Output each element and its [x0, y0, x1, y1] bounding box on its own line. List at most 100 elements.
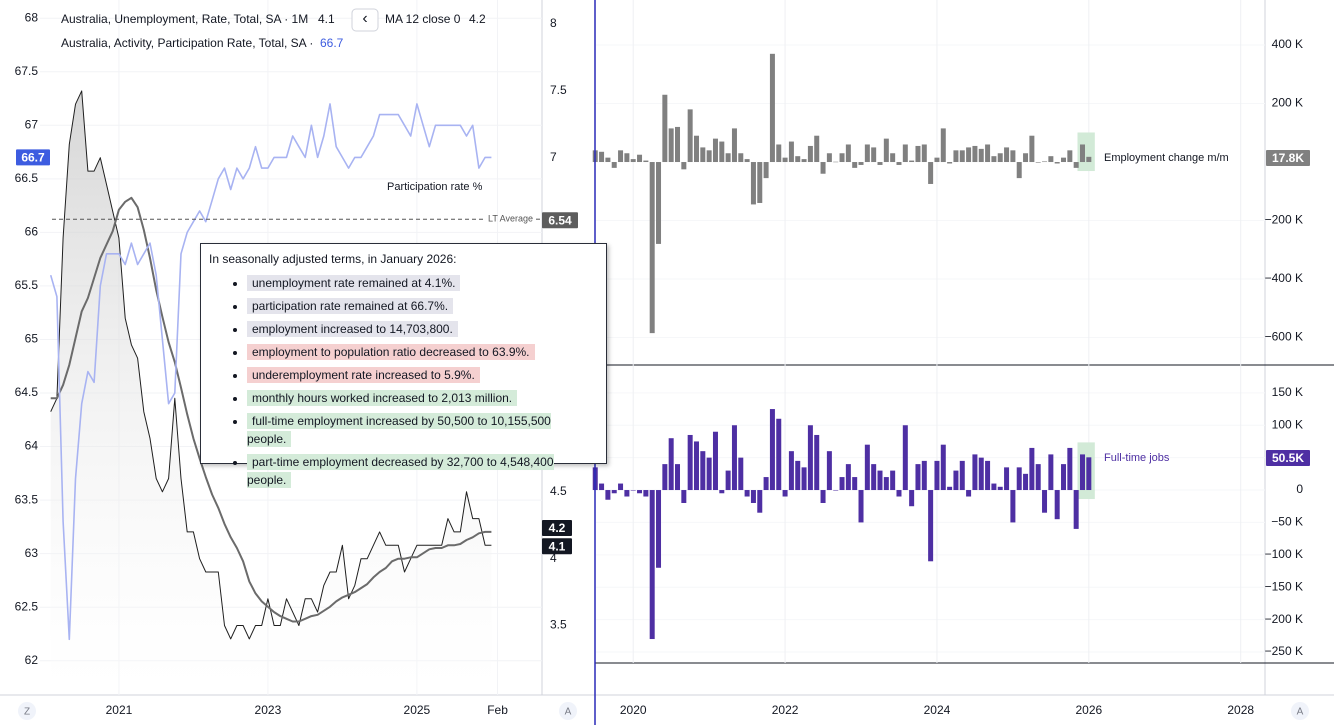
summary-title: In seasonally adjusted terms, in January…	[209, 252, 457, 266]
bar	[1023, 153, 1029, 163]
bar	[1029, 447, 1035, 491]
bar	[599, 483, 605, 491]
bar	[1067, 150, 1073, 163]
bar	[675, 126, 681, 163]
bar	[921, 460, 927, 491]
y-tick-label: −100 K	[1265, 547, 1303, 561]
bar	[934, 460, 940, 491]
legend-entry: Australia, Unemployment, Rate, Total, SA…	[61, 12, 308, 26]
bar	[921, 144, 927, 163]
bar	[928, 162, 934, 184]
y2-tick-label: 8	[550, 16, 557, 30]
bar	[940, 128, 946, 163]
bar	[637, 154, 643, 163]
bar	[1061, 157, 1067, 163]
bar	[757, 162, 763, 203]
bar	[858, 162, 864, 165]
summary-text: participation rate remained at 66.7%.	[247, 298, 454, 314]
bar	[782, 157, 788, 163]
value-tag-bg	[1266, 450, 1310, 466]
bar	[630, 490, 636, 491]
bar	[1079, 454, 1085, 491]
value-tag: 4.1	[549, 539, 566, 553]
bar	[972, 454, 978, 491]
bar	[947, 486, 953, 491]
bar	[845, 464, 851, 491]
bar	[706, 457, 712, 491]
summary-text: full-time employment increased by 50,500…	[247, 413, 551, 447]
series-label: Full-time jobs	[1104, 452, 1170, 464]
collapse-button[interactable]	[351, 8, 379, 32]
series-line	[49, 103, 492, 641]
summary-item: monthly hours worked increased to 2,013 …	[247, 389, 598, 407]
scale-button[interactable]	[559, 702, 577, 720]
bar	[750, 490, 756, 503]
bar	[877, 470, 883, 491]
y-tick-label: 63	[25, 546, 39, 560]
y-tick-label: 66	[25, 225, 39, 239]
legend-entry: Australia, Activity, Participation Rate,…	[61, 36, 313, 50]
bar	[712, 431, 718, 491]
y-tick-label: −150 K	[1265, 579, 1303, 593]
bar	[833, 161, 839, 163]
bar	[909, 490, 915, 507]
bar	[997, 486, 1003, 491]
summary-box: In seasonally adjusted terms, in January…	[200, 243, 607, 488]
bar	[706, 150, 712, 163]
reference-label: LT Average	[488, 214, 533, 224]
bar	[801, 159, 807, 163]
bar	[618, 483, 624, 491]
bar	[630, 159, 636, 163]
bar	[959, 150, 965, 163]
series-area	[50, 90, 492, 690]
bar	[902, 144, 908, 163]
bar	[1061, 464, 1067, 491]
scale-button[interactable]	[18, 702, 36, 720]
y-tick-label: −600 K	[1265, 330, 1303, 344]
bar	[1073, 162, 1079, 168]
collapse-button-label: ‹	[362, 10, 367, 27]
value-tag: 50.5K	[1272, 451, 1304, 465]
bar	[1016, 467, 1022, 491]
bar	[624, 490, 630, 497]
value-tag-bg	[16, 149, 50, 166]
bar	[795, 460, 801, 491]
bar	[681, 490, 687, 503]
bar	[744, 159, 750, 163]
scale-button[interactable]	[1291, 702, 1309, 720]
bar	[776, 144, 782, 163]
x-tick-label: 2026	[1075, 703, 1102, 717]
bar	[719, 141, 725, 163]
bar	[852, 162, 858, 168]
bar	[959, 460, 965, 491]
bar	[807, 425, 813, 491]
bar	[1079, 144, 1085, 163]
bar	[852, 477, 858, 491]
bar	[883, 138, 889, 163]
bar	[795, 156, 801, 163]
bar	[1029, 135, 1035, 163]
bar	[883, 477, 889, 491]
bar	[1054, 162, 1060, 164]
bar	[782, 490, 788, 497]
value-tag: 17.8K	[1272, 151, 1304, 165]
bar	[1010, 490, 1016, 523]
y-tick-label: 67	[25, 117, 39, 131]
bar	[978, 148, 984, 163]
bar	[985, 144, 991, 163]
bar	[656, 490, 662, 568]
legend-value: 4.2	[469, 12, 486, 26]
value-tag: 66.7	[21, 151, 45, 165]
bar	[1042, 161, 1048, 163]
bar	[624, 153, 630, 163]
summary-text: unemployment rate remained at 4.1%.	[247, 275, 461, 291]
summary-item: unemployment rate remained at 4.1%.	[247, 274, 598, 292]
summary-item: part-time employment decreased by 32,700…	[247, 453, 598, 489]
y-tick-label: 65.5	[15, 278, 39, 292]
summary-item: underemployment rate increased to 5.9%.	[247, 366, 598, 384]
y-tick-label: 0	[1296, 482, 1303, 496]
bar	[757, 490, 763, 513]
bar	[611, 162, 617, 168]
bar	[668, 128, 674, 163]
bar	[985, 460, 991, 491]
